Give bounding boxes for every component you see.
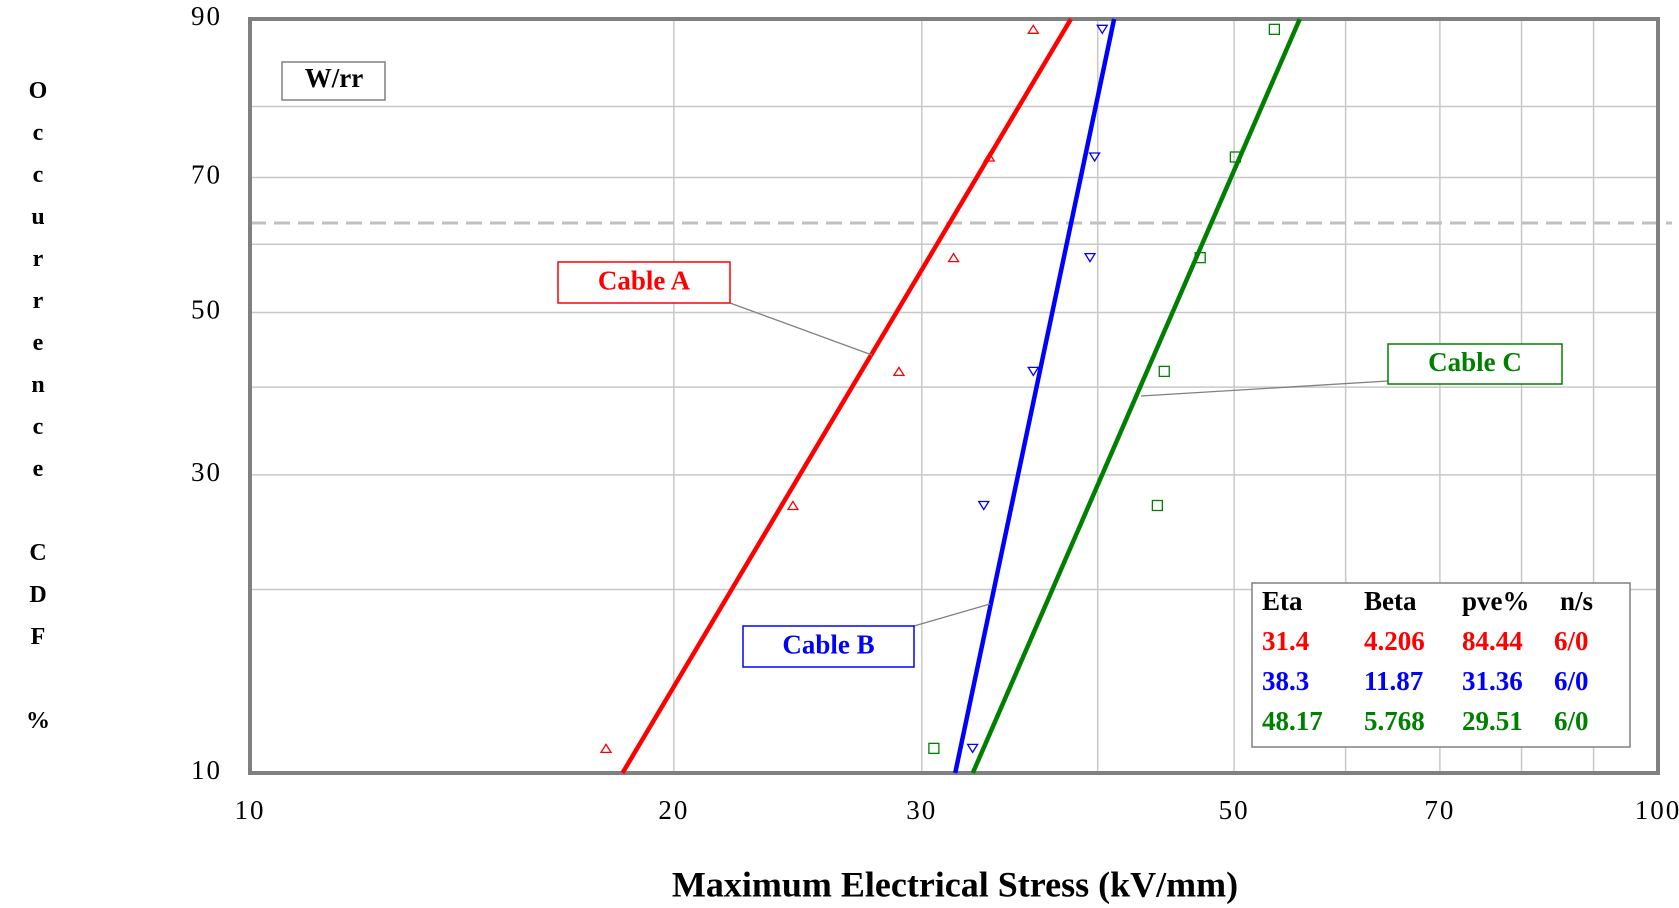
data-point [1158,365,1170,378]
leader-line [729,302,873,356]
data-point [1194,251,1206,264]
series-label: Cable C [1428,347,1522,377]
data-point [983,151,996,162]
data-point [1268,23,1281,35]
legend-header: Eta [1262,586,1303,616]
legend-cell: 11.87 [1364,666,1423,696]
data-point [892,366,906,377]
y-tick-label: 90 [191,1,222,31]
data-point [1229,151,1242,163]
x-tick-label: 100 [1635,795,1679,825]
legend-cell: 6/0 [1554,626,1589,656]
series-label: Cable B [782,630,874,660]
legend-cell: 4.206 [1364,626,1425,656]
y-tick-label: 50 [191,295,222,325]
y-axis-label: Occurrence CDF % [25,78,51,750]
label-box [742,625,915,668]
fit-line [620,17,1073,775]
legend-cell: 84.44 [1462,626,1523,656]
legend-box [1251,582,1631,748]
legend-header: n/s [1560,586,1593,616]
data-point [928,742,940,755]
legend-cell: 6/0 [1554,706,1589,736]
x-tick-label: 50 [1219,795,1250,825]
leader-line [913,603,991,627]
data-point [947,252,960,263]
data-point [786,500,800,511]
plot-frame [248,17,1660,775]
x-axis-label: Maximum Electrical Stress (kV/mm) [672,864,1238,904]
fit-line [970,18,1302,774]
data-point [977,500,990,511]
x-tick-label: 30 [906,795,937,825]
legend-cell: 48.17 [1262,706,1323,736]
y-tick-label: 10 [191,755,222,785]
data-point [599,743,613,754]
label-box [1387,343,1563,385]
data-point [1083,252,1097,263]
legend-header: pve% [1462,586,1530,616]
legend-header: Beta [1364,586,1417,616]
legend-cell: 31.36 [1462,666,1523,696]
label-box [557,261,731,304]
plot-label: W/rr [305,63,363,93]
x-tick-label: 20 [658,795,689,825]
legend-cell: 6/0 [1554,666,1589,696]
legend-cell: 31.4 [1262,626,1309,656]
legend-cell: 38.3 [1262,666,1309,696]
data-point [1027,366,1040,377]
data-point [966,743,979,754]
series-label: Cable A [598,266,691,296]
legend-cell: 29.51 [1462,706,1523,736]
data-point [1151,499,1164,512]
legend-cell: 5.768 [1364,706,1425,736]
data-point [1027,24,1040,34]
data-point [1088,152,1101,163]
fit-line [953,18,1117,774]
x-tick-label: 10 [235,795,266,825]
y-tick-label: 70 [191,160,222,190]
y-tick-label: 30 [191,457,222,487]
data-point [1096,24,1109,35]
leader-line [1140,380,1389,397]
label-box [281,61,386,101]
x-tick-label: 70 [1424,795,1455,825]
